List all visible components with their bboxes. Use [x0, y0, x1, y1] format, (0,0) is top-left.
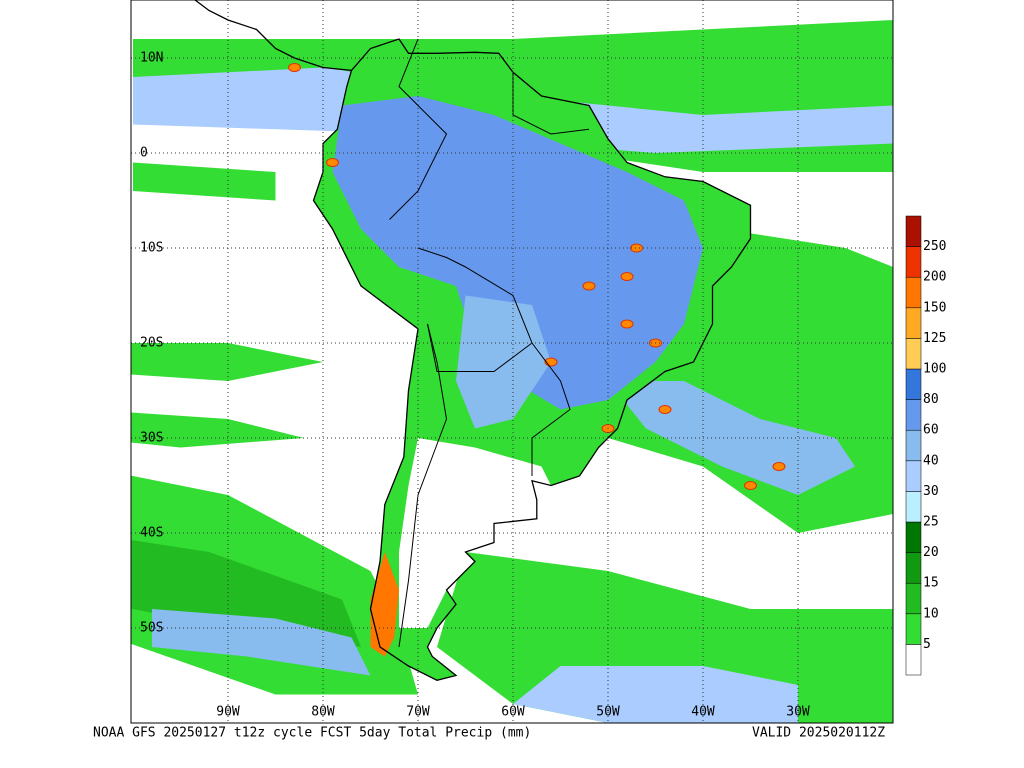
color-legend: 5 10 15 20 25 30 40 60 80 100 125 150 200 250	[905, 215, 946, 676]
map-frame	[130, 0, 894, 724]
legend-color	[905, 644, 922, 676]
latitude-label: 10N	[140, 51, 163, 66]
border	[531, 342, 571, 476]
legend-label: 20	[923, 545, 939, 560]
latitude-label: 10S	[140, 241, 163, 256]
precip-area	[131, 540, 361, 647]
border	[512, 72, 590, 135]
precip-area	[152, 609, 371, 676]
latitude-label: 30S	[140, 431, 163, 446]
legend-label: 25	[923, 515, 939, 530]
patagonia	[370, 552, 399, 657]
precip-peak	[582, 281, 596, 291]
latitude-label: 20S	[140, 336, 163, 351]
precip-peak	[658, 405, 672, 414]
legend-color	[905, 429, 922, 462]
legend-label: 60	[923, 423, 939, 438]
precip-peak	[620, 319, 634, 329]
legend-color	[905, 368, 922, 400]
legend-color	[905, 307, 922, 339]
longitude-label: 70W	[406, 705, 430, 720]
longitude-label: 30W	[786, 705, 810, 720]
longitude-label: 50W	[596, 705, 620, 720]
precip-peak	[620, 272, 634, 281]
legend-label: 200	[923, 270, 946, 285]
latitude-label: 0	[140, 146, 148, 161]
valid-time: VALID 2025020112Z	[752, 726, 885, 741]
legend-label: 250	[923, 239, 946, 254]
legend-color	[905, 582, 922, 615]
legend-label: 80	[923, 392, 939, 407]
latitude-label: 50S	[140, 621, 163, 636]
legend-color	[905, 246, 922, 278]
precip-area	[513, 666, 798, 723]
central-america	[193, 0, 352, 72]
map	[131, 0, 893, 723]
coastline	[312, 38, 752, 681]
legend-label: 40	[923, 453, 939, 468]
legend-color	[905, 338, 922, 370]
legend-label: 5	[923, 637, 931, 652]
border	[417, 247, 533, 372]
latitude-label: 40S	[140, 526, 163, 541]
precip-peak	[288, 63, 301, 72]
precip-moderate	[456, 295, 551, 429]
caption: NOAA GFS 20250127 t12z cycle FCST 5day T…	[93, 726, 531, 741]
precip-peak	[326, 158, 339, 167]
precip-heavy	[332, 96, 703, 410]
precip-area	[131, 343, 323, 381]
legend-label: 100	[923, 362, 946, 377]
legend-label: 30	[923, 484, 939, 499]
legend-color	[905, 552, 922, 584]
longitude-label: 80W	[311, 705, 335, 720]
legend-label: 15	[923, 576, 939, 591]
precip-peak	[744, 481, 757, 490]
legend-color	[905, 399, 922, 431]
legend-color	[905, 215, 922, 247]
longitude-label: 40W	[691, 705, 715, 720]
precip-peak	[772, 462, 786, 471]
longitude-label: 60W	[501, 705, 525, 720]
precip-area	[133, 162, 276, 201]
legend-color	[905, 613, 922, 645]
legend-color	[905, 491, 922, 523]
precip-area	[131, 412, 304, 448]
legend-label: 125	[923, 331, 946, 346]
border	[398, 323, 448, 648]
legend-label: 150	[923, 300, 946, 315]
legend-color	[905, 460, 922, 492]
legend-color	[905, 276, 922, 309]
legend-color	[905, 521, 922, 553]
border	[389, 38, 448, 220]
precip-peak	[630, 243, 643, 253]
longitude-label: 90W	[216, 705, 240, 720]
legend-label: 10	[923, 606, 939, 621]
